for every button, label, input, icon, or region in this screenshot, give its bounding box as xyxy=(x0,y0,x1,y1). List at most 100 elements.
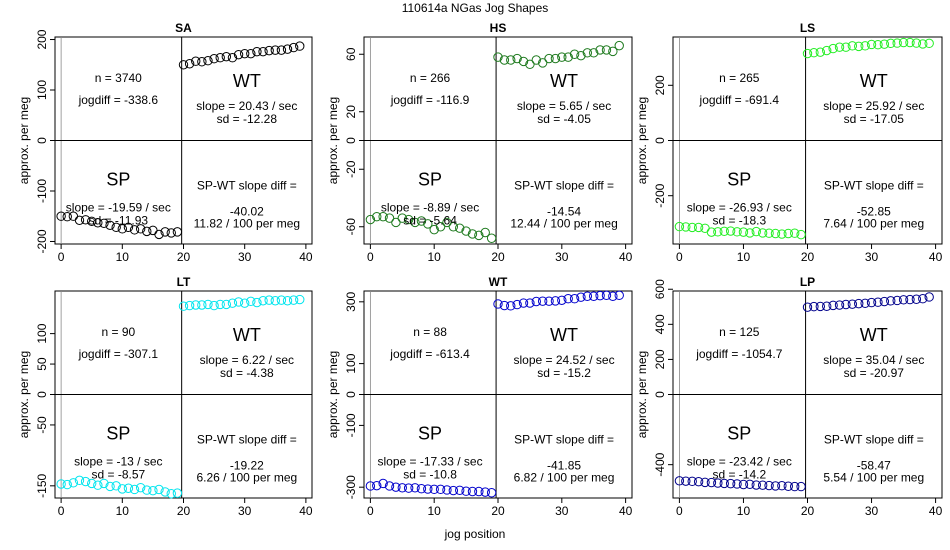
data-point xyxy=(391,482,401,492)
data-point xyxy=(815,47,826,57)
data-point xyxy=(384,213,395,223)
y-tick-label: 0 xyxy=(344,137,358,144)
data-point xyxy=(178,301,189,311)
data-point xyxy=(288,295,299,305)
y-tick-label: 20 xyxy=(344,105,358,119)
data-point xyxy=(582,291,593,301)
data-point xyxy=(135,224,146,234)
data-point xyxy=(166,489,176,499)
y-tick-label: 0 xyxy=(35,391,49,398)
data-point xyxy=(429,224,439,235)
annotation-diff-label: SP-WT slope diff = xyxy=(514,178,614,192)
data-point xyxy=(789,481,800,492)
annotation-diff-rate: 6.82 / 100 per meg xyxy=(514,470,615,484)
annotation-wt-slope: slope = 6.22 / sec xyxy=(200,353,294,367)
data-point xyxy=(557,52,567,62)
data-point xyxy=(757,228,768,238)
x-tick-label: 10 xyxy=(737,504,751,518)
y-tick-label: 600 xyxy=(653,279,667,299)
annotation-jogdiff: jogdiff = -1054.7 xyxy=(695,347,783,361)
data-point xyxy=(713,227,723,237)
data-point xyxy=(860,298,870,308)
data-point xyxy=(252,297,262,308)
data-point xyxy=(474,230,484,241)
data-point xyxy=(239,48,250,59)
y-tick-label: -20 xyxy=(344,160,358,178)
data-point xyxy=(544,53,554,64)
y-tick-label: -200 xyxy=(35,229,49,253)
data-point xyxy=(461,486,471,496)
data-point xyxy=(892,295,902,306)
data-point xyxy=(209,300,219,311)
data-point xyxy=(802,302,813,312)
data-point xyxy=(62,479,72,490)
y-tick-label: 100 xyxy=(35,80,49,100)
data-point xyxy=(486,233,497,243)
annotation-sp-slope: slope = -8.89 / sec xyxy=(381,200,479,214)
annotation-wt-sd: sd = -4.05 xyxy=(537,112,591,126)
data-point xyxy=(410,217,420,228)
y-tick-label: 200 xyxy=(653,349,667,369)
x-tick-label: 0 xyxy=(58,504,65,518)
data-point xyxy=(378,478,388,489)
data-point xyxy=(184,300,195,311)
annotation-sp-sd: sd = -8.57 xyxy=(91,467,145,481)
data-point xyxy=(569,49,580,59)
x-tick-label: 40 xyxy=(929,504,943,518)
data-point xyxy=(537,296,548,306)
annotation-n: n = 266 xyxy=(410,71,451,85)
data-point xyxy=(117,484,128,494)
x-tick-label: 0 xyxy=(676,250,683,264)
data-point xyxy=(416,216,427,226)
annotation-sp-sd: sd = -11.93 xyxy=(89,213,149,227)
data-point xyxy=(160,227,170,237)
data-point xyxy=(191,56,201,66)
data-point xyxy=(178,60,189,70)
y-tick-label: -100 xyxy=(344,413,358,437)
data-point xyxy=(719,478,729,489)
y-tick-label: -400 xyxy=(653,452,667,476)
annotation-diff-label: SP-WT slope diff = xyxy=(824,432,924,446)
data-point xyxy=(288,42,299,53)
data-point xyxy=(518,56,529,67)
data-point xyxy=(681,476,691,486)
data-point xyxy=(918,39,928,49)
x-tick-label: 40 xyxy=(929,250,943,264)
data-point xyxy=(809,48,819,58)
data-point xyxy=(531,55,541,65)
data-point xyxy=(467,486,478,497)
data-point xyxy=(719,226,729,237)
x-tick-label: 20 xyxy=(491,250,505,264)
annotation-diff-label: SP-WT slope diff = xyxy=(514,432,614,446)
y-tick-label: -100 xyxy=(35,179,49,203)
data-point xyxy=(550,296,561,306)
data-point xyxy=(854,41,864,52)
data-point xyxy=(258,46,268,57)
data-point xyxy=(372,211,382,222)
data-point xyxy=(911,38,922,48)
data-point xyxy=(142,485,152,495)
data-point xyxy=(486,488,497,498)
annotation-sp-label: SP xyxy=(727,423,751,443)
data-point xyxy=(499,55,510,65)
data-point xyxy=(276,45,287,55)
data-point xyxy=(365,481,376,491)
data-point xyxy=(148,485,158,496)
panel-title: HS xyxy=(490,21,507,35)
annotation-sp-label: SP xyxy=(727,169,751,189)
data-point xyxy=(461,226,471,236)
data-point xyxy=(898,295,909,305)
data-point xyxy=(847,299,858,309)
data-point xyxy=(172,488,183,498)
data-point xyxy=(506,301,516,311)
annotation-n: n = 3740 xyxy=(95,71,142,85)
data-point xyxy=(435,484,446,495)
annotation-wt-label: WT xyxy=(233,325,261,345)
data-point xyxy=(270,296,280,306)
data-point xyxy=(834,42,845,52)
data-point xyxy=(764,480,774,491)
data-point xyxy=(423,219,433,229)
data-point xyxy=(129,225,140,235)
data-point xyxy=(105,481,115,492)
data-point xyxy=(191,300,201,310)
